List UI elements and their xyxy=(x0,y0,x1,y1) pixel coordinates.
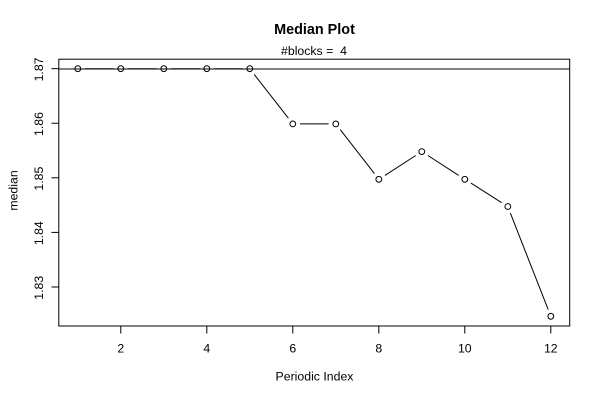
svg-text:1.84: 1.84 xyxy=(32,221,46,245)
svg-text:8: 8 xyxy=(375,342,382,356)
svg-text:Median Plot: Median Plot xyxy=(274,22,355,38)
svg-text:4: 4 xyxy=(203,342,210,356)
svg-text:6: 6 xyxy=(289,342,296,356)
svg-text:12: 12 xyxy=(544,342,558,356)
svg-text:2: 2 xyxy=(117,342,124,356)
svg-text:10: 10 xyxy=(458,342,472,356)
svg-text:1.86: 1.86 xyxy=(32,112,46,136)
svg-text:1.85: 1.85 xyxy=(32,166,46,190)
svg-text:median: median xyxy=(7,170,21,210)
svg-text:1.83: 1.83 xyxy=(32,276,46,300)
svg-text:1.87: 1.87 xyxy=(32,57,46,81)
svg-text:Periodic Index: Periodic Index xyxy=(276,369,355,383)
svg-text:#blocks = 4: #blocks = 4 xyxy=(281,44,347,58)
